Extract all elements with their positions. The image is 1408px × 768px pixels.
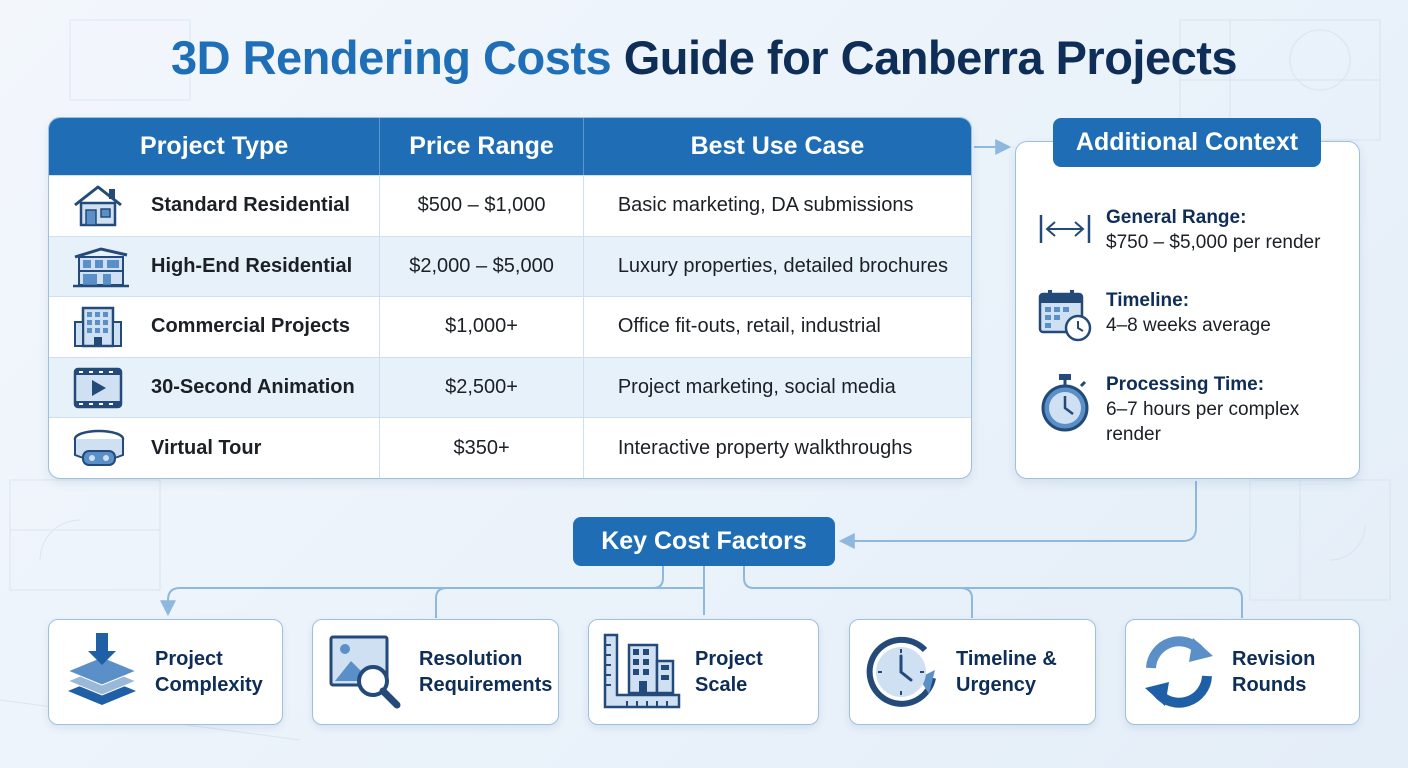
layers-icon — [61, 631, 143, 713]
row-project-type: 30-Second Animation — [151, 376, 355, 399]
key-cost-factors-heading: Key Cost Factors — [573, 517, 835, 566]
title-rest: Guide for Canberra Projects — [623, 31, 1238, 84]
factor-label-line1: Project — [155, 648, 223, 670]
row-use-case: Office fit-outs, retail, industrial — [617, 315, 881, 338]
factors-to-timeline-line — [743, 566, 973, 618]
row-project-type: Commercial Projects — [151, 315, 350, 338]
modern-home-icon — [71, 241, 131, 291]
factor-label-line2: Rounds — [1232, 674, 1307, 696]
factor-card-project-scale: Project Scale — [588, 619, 819, 725]
building-ruler-icon — [601, 631, 683, 713]
context-item-processing-time: Processing Time: 6–7 hours per complex r… — [1036, 372, 1338, 447]
header-price-range: Price Range — [380, 118, 584, 175]
range-arrows-icon — [1036, 205, 1094, 261]
factor-card-timeline-urgency: Timeline & Urgency — [849, 619, 1096, 725]
context-to-factors-arrow — [838, 481, 1197, 549]
context-value: $750 – $5,000 per render — [1106, 232, 1321, 253]
factor-card-project-complexity: Project Complexity — [48, 619, 283, 725]
factor-card-revision-rounds: Revision Rounds — [1125, 619, 1360, 725]
factor-label-line1: Resolution — [419, 648, 523, 670]
calendar-clock-icon — [1036, 288, 1094, 344]
stopwatch-icon — [1036, 372, 1094, 432]
factors-to-revision-line — [960, 587, 1243, 618]
table-row: 30-Second Animation $2,500+ Project mark… — [49, 356, 971, 418]
factor-label-line2: Urgency — [956, 674, 1037, 696]
context-item-general-range: General Range: $750 – $5,000 per render — [1036, 205, 1338, 261]
factor-card-resolution-requirements: Resolution Requirements — [312, 619, 559, 725]
context-item-timeline: Timeline: 4–8 weeks average — [1036, 288, 1338, 344]
page-title: 3D Rendering Costs Guide for Canberra Pr… — [0, 30, 1408, 85]
refresh-arrows-icon — [1138, 631, 1220, 713]
table-row: Virtual Tour $350+ Interactive property … — [49, 417, 971, 478]
context-value: 4–8 weeks average — [1106, 315, 1271, 336]
factor-label-line2: Scale — [695, 674, 748, 696]
row-price: $2,000 – $5,000 — [380, 236, 584, 297]
factor-label-line1: Revision — [1232, 648, 1316, 670]
row-project-type: Standard Residential — [151, 194, 350, 217]
context-label: Timeline: — [1106, 290, 1190, 311]
row-price: $500 – $1,000 — [380, 176, 584, 236]
table-header: Project Type Price Range Best Use Case — [49, 118, 971, 175]
row-use-case: Basic marketing, DA submissions — [617, 194, 914, 217]
row-project-type: High-End Residential — [151, 254, 353, 277]
context-value: 6–7 hours per complex render — [1106, 399, 1300, 445]
row-use-case: Interactive property walkthroughs — [617, 436, 913, 459]
row-price: $2,500+ — [380, 357, 584, 418]
factor-label-line1: Timeline & — [956, 648, 1057, 670]
row-use-case: Luxury properties, detailed brochures — [617, 254, 948, 277]
title-highlight: 3D Rendering Costs — [170, 31, 612, 84]
table-row: Standard Residential $500 – $1,000 Basic… — [49, 175, 971, 236]
row-use-case: Project marketing, social media — [617, 376, 896, 399]
table-row: Commercial Projects $1,000+ Office fit-o… — [49, 296, 971, 357]
clock-arrow-icon — [862, 631, 944, 713]
row-price: $350+ — [380, 418, 584, 478]
factors-to-resolution-line — [435, 587, 704, 618]
factor-label-line2: Complexity — [155, 674, 263, 696]
vr-headset-icon — [71, 423, 131, 473]
image-magnifier-icon — [325, 631, 407, 713]
row-price: $1,000+ — [380, 297, 584, 357]
context-label: General Range: — [1106, 207, 1247, 228]
additional-context-heading: Additional Context — [1053, 118, 1321, 167]
pricing-table: Project Type Price Range Best Use Case S… — [48, 117, 972, 479]
header-best-use-case: Best Use Case — [690, 132, 865, 160]
factors-to-complexity-arrow — [160, 566, 664, 617]
header-project-type: Project Type — [49, 118, 381, 175]
office-building-icon — [71, 302, 131, 352]
video-play-icon — [71, 363, 131, 413]
house-icon — [71, 181, 131, 231]
factor-label-line1: Project — [695, 648, 763, 670]
row-project-type: Virtual Tour — [151, 436, 262, 459]
context-label: Processing Time: — [1106, 374, 1265, 395]
factor-label-line2: Requirements — [419, 674, 553, 696]
table-row: High-End Residential $2,000 – $5,000 Lux… — [49, 235, 971, 297]
